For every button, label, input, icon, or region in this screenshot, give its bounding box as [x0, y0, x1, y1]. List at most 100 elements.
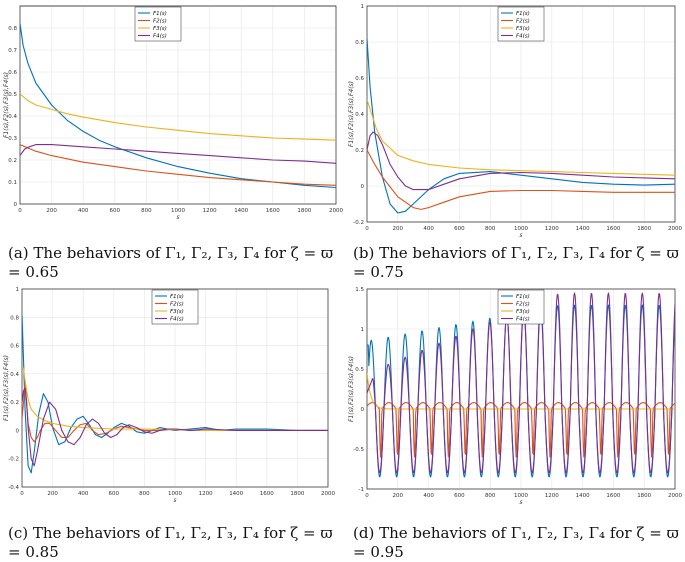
series-line-F2(s)	[367, 149, 675, 210]
legend-label: F3(s)	[516, 309, 530, 315]
x-tick-label: 0	[365, 226, 369, 232]
x-tick-label: 0	[20, 491, 24, 497]
x-tick-label: 1800	[637, 226, 651, 232]
x-tick-label: 2000	[668, 226, 682, 232]
y-axis-label: F1(s),F2(s),F3(s),F4(s)	[348, 81, 355, 147]
x-tick-label: 600	[109, 491, 120, 497]
y-tick-label: 1.5	[355, 287, 364, 293]
y-tick-label: -1	[359, 487, 364, 493]
x-tick-label: 1200	[203, 208, 217, 214]
chart-panel-c: 0 200 400 600 800 1000 1200 1400 1600 1800 2000 -0.…	[0, 283, 340, 523]
x-tick-label: 800	[485, 226, 496, 232]
x-tick-label: 1600	[260, 491, 274, 497]
x-tick-label: 200	[46, 208, 57, 214]
caption-a-text: (a) The behaviors of Γ₁, Γ₂, Γ₃, Γ₄ for …	[8, 244, 334, 281]
chart-panel-d: 0 200 400 600 800 1000 1200 1400 1600 1800 2000 -1 -…	[345, 283, 685, 523]
y-tick-label: -0.5	[353, 447, 364, 453]
y-tick-label: 0.6	[10, 344, 19, 350]
x-tick-label: 2000	[329, 208, 343, 214]
series-line-F4(s)	[20, 144, 336, 164]
x-tick-label: 200	[393, 226, 404, 232]
x-tick-label: 400	[423, 493, 434, 499]
y-tick-label: -0.4	[8, 485, 19, 491]
series-line-F2(s)	[20, 144, 336, 186]
y-tick-label: 0.4	[355, 112, 364, 118]
x-tick-label: 200	[393, 493, 404, 499]
series-line-F4(s)	[367, 131, 675, 191]
x-tick-label: 1600	[606, 493, 620, 499]
series-line-F4(s)	[367, 292, 675, 474]
series-line-F1(s)	[22, 314, 328, 474]
caption-b-text: (b) The behaviors of Γ₁, Γ₂, Γ₃, Γ₄ for …	[353, 244, 679, 281]
x-tick-label: 1000	[514, 226, 528, 232]
y-tick-label: 1	[361, 4, 365, 10]
y-tick-label: 1	[361, 327, 365, 333]
x-tick-label: 800	[139, 491, 150, 497]
x-tick-label: 2000	[321, 491, 335, 497]
plot-frame	[366, 5, 676, 223]
x-tick-label: 1800	[290, 491, 304, 497]
legend-label: F2(s)	[516, 302, 530, 308]
legend-label: F1(s)	[516, 11, 530, 17]
chart-b: 0 200 400 600 800 1000 1200 1400 1600 1800 2000 -0.…	[348, 4, 682, 239]
y-tick-label: 0.4	[10, 372, 19, 378]
x-tick-label: 2000	[668, 493, 682, 499]
x-axis-label: s	[173, 497, 176, 504]
y-tick-label: -0.2	[8, 457, 19, 463]
series-line-F1(s)	[367, 38, 675, 214]
legend-label: F4(s)	[516, 34, 530, 40]
y-axis-label: F1(s),F2(s),F3(s),F4(s)	[3, 72, 10, 138]
x-tick-label: 400	[78, 208, 89, 214]
legend-label: F2(s)	[516, 19, 530, 25]
x-tick-label: 1000	[168, 491, 182, 497]
x-tick-label: 800	[485, 493, 496, 499]
x-tick-label: 0	[365, 493, 369, 499]
legend-label: F1(s)	[516, 294, 530, 300]
y-tick-label: 0	[16, 428, 20, 434]
y-tick-label: 0.1	[8, 180, 17, 186]
x-tick-label: 1600	[606, 226, 620, 232]
y-tick-label: 0	[361, 407, 365, 413]
x-tick-label: 1800	[637, 493, 651, 499]
legend-label: F4(s)	[153, 34, 167, 40]
x-tick-label: 200	[47, 491, 58, 497]
legend-label: F1(s)	[153, 11, 167, 17]
legend-label: F3(s)	[153, 26, 167, 32]
y-axis-label: F1(s),F2(s),F3(s),F4(s)	[348, 356, 355, 422]
x-tick-label: 1200	[545, 493, 559, 499]
caption-a: (a) The behaviors of Γ₁, Γ₂, Γ₃, Γ₄ for …	[8, 244, 338, 282]
chart-a: 0 200 400 600 800 1000 1200 1400 1600 1800 2000 0 0.…	[3, 5, 343, 221]
y-tick-label: 0.2	[8, 158, 17, 164]
y-tick-label: -0.2	[353, 220, 364, 226]
x-tick-label: 600	[454, 493, 465, 499]
x-tick-label: 400	[423, 226, 434, 232]
plot-frame	[366, 288, 676, 490]
legend-label: F2(s)	[153, 19, 167, 25]
x-tick-label: 1400	[576, 226, 590, 232]
legend-label: F2(s)	[170, 302, 184, 308]
legend-label: F3(s)	[516, 26, 530, 32]
y-tick-label: 0.5	[355, 367, 364, 373]
x-tick-label: 1400	[576, 493, 590, 499]
caption-c: (c) The behaviors of Γ₁, Γ₂, Γ₃, Γ₄ for …	[8, 524, 338, 562]
x-tick-label: 1400	[234, 208, 248, 214]
y-tick-label: 0	[361, 184, 365, 190]
y-tick-label: 0.7	[8, 48, 17, 54]
y-tick-label: 0.2	[355, 148, 364, 154]
plot-frame	[19, 5, 337, 205]
chart-c: 0 200 400 600 800 1000 1200 1400 1600 1800 2000 -0.…	[3, 287, 335, 504]
y-tick-label: 0.8	[8, 26, 17, 32]
series-line-F4(s)	[22, 387, 328, 467]
x-tick-label: 400	[78, 491, 89, 497]
x-tick-label: 800	[141, 208, 152, 214]
x-axis-label: s	[519, 232, 522, 239]
plot-frame	[21, 288, 329, 488]
x-tick-label: 1000	[514, 493, 528, 499]
y-tick-label: 0.5	[8, 92, 17, 98]
caption-d-text: (d) The behaviors of Γ₁, Γ₂, Γ₃, Γ₄ for …	[353, 524, 679, 561]
x-tick-label: 1200	[199, 491, 213, 497]
x-tick-label: 1000	[171, 208, 185, 214]
y-tick-label: 0	[14, 202, 18, 208]
y-tick-label: 0.8	[355, 40, 364, 46]
y-tick-label: 0.6	[355, 76, 364, 82]
